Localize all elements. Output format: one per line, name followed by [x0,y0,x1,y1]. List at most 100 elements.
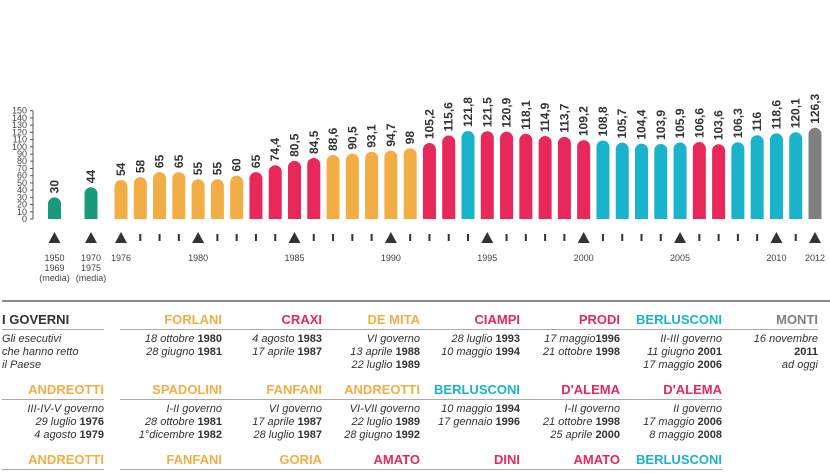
year-marker-triangle [288,232,301,243]
bar-value-label: 30 [48,180,62,194]
y-tick-label: 100 [12,142,27,152]
year-tick [659,234,662,241]
government-detail: 21 ottobre 1998 [542,346,620,358]
bar-value-label: 103,9 [654,110,668,140]
year-label: 1975 [81,263,101,273]
year-marker-triangle [809,232,821,243]
bar [210,179,224,219]
year-tick [621,234,624,241]
bar-value-label: 54 [114,162,128,176]
bar-value-label: 88,6 [326,127,340,151]
government-name: BERLUSCONI [620,312,722,330]
y-tick-label: 130 [12,120,27,130]
government-entry: BERLUSCONI II-III governo 11 giugno 2001 17… [620,312,722,372]
government-name: CIAMPI [418,312,520,330]
year-label: (media) [76,273,107,283]
government-detail: 21 ottobre 1998 [542,416,620,428]
year-tick [274,234,277,241]
bar-value-label: 118,1 [519,100,533,130]
bar [692,142,706,219]
government-entry: FORLANI 18 ottobre 1980 28 giugno 1981 [120,312,222,359]
bar [519,133,533,219]
government-name: CRAXI [220,312,322,330]
government-detail: il Paese [2,359,42,371]
year-label: 1990 [381,253,401,263]
government-name: D'ALEMA [518,382,620,400]
year-tick [563,234,566,241]
bar [249,172,263,219]
government-detail: 22 luglio 1989 [351,416,420,428]
year-tick [756,234,759,241]
year-marker-triangle [674,232,687,243]
bar [480,131,494,219]
bar [48,197,61,219]
bar-value-label: 104,4 [635,109,649,139]
bar [731,142,745,219]
bar [153,172,167,219]
year-tick [717,234,720,241]
debt-chart: 0102030405060708090100110120130140150304… [12,93,825,283]
bar-value-label: 105,9 [673,108,687,138]
government-detail: 28 giugno 1992 [344,429,420,441]
y-tick-label: 70 [17,163,27,173]
bar [133,177,147,219]
bar [712,144,726,219]
y-tick-label: 50 [17,178,27,188]
year-marker-triangle [115,232,127,243]
government-detail: VI governo [268,403,322,415]
bar [789,132,803,219]
y-tick-label: 40 [17,185,27,195]
government-entry: DE MITA VI governo 13 aprile 1988 22 luglio… [318,312,420,372]
bar-value-label: 84,5 [307,130,321,154]
government-detail: 28 luglio 1993 [451,333,520,345]
bar [268,165,282,219]
year-tick [601,234,604,241]
y-tick-label: 0 [22,214,27,224]
government-name: D'ALEMA [620,382,722,400]
government-detail: 28 ottobre 1981 [144,416,222,428]
bar-value-label: 106,3 [731,108,745,138]
year-tick [332,234,335,241]
government-name: FANFANI [220,382,322,400]
government-detail: 4 agosto 1983 [252,333,322,345]
bar [538,136,552,219]
year-marker-triangle [384,232,397,243]
government-name: ANDREOTTI [2,452,104,470]
year-tick [640,234,643,241]
government-name: BERLUSCONI [418,382,520,400]
bar-value-label: 74,4 [268,138,282,162]
bar [114,180,128,219]
bar-value-label: 120,1 [789,98,803,128]
bar [307,157,321,219]
bar [769,133,783,219]
government-detail: 4 agosto 1979 [34,429,104,441]
government-entry: ANDREOTTI III-IV-V governo 29 luglio 1976 4… [2,382,104,442]
bar-value-label: 121,8 [461,97,475,127]
bar [326,155,340,219]
year-tick [428,234,431,241]
year-tick [736,234,739,241]
bar [345,153,359,219]
year-label: 1970 [81,253,101,263]
bar-value-label: 55 [191,162,205,176]
government-name: SPADOLINI [120,382,222,400]
government-entry: ANDREOTTI VI-VII governo 22 luglio 1989 28 … [318,382,420,442]
bar-value-label: 44 [84,170,98,184]
government-detail: 10 maggio 1994 [441,403,520,415]
government-entry: D'ALEMA II governo 17 maggio 2006 8 maggio … [620,382,722,442]
bar [288,160,301,219]
y-tick-label: 140 [12,113,27,123]
bar [654,143,668,219]
bar [577,140,591,219]
y-tick-label: 120 [12,127,27,137]
government-detail: VI governo [366,333,420,345]
year-label: 2012 [805,253,825,263]
bar [191,179,205,219]
government-entry: MONTI 16 novembre 2011 ad oggi [716,312,818,372]
government-name: FORLANI [120,312,222,330]
year-label: 2005 [670,253,690,263]
year-label: (media) [39,273,70,283]
bar-value-label: 65 [172,154,186,168]
year-marker-triangle [481,232,494,243]
bar-value-label: 108,8 [596,106,610,136]
